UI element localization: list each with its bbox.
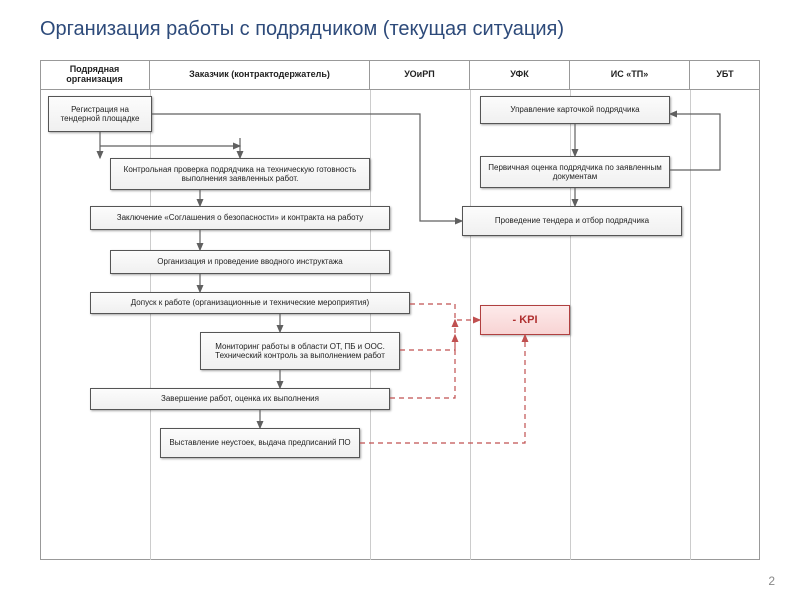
node-work-permit: Допуск к работе (организационные и техни… bbox=[90, 292, 410, 314]
node-induction: Организация и проведение вводного инстру… bbox=[110, 250, 390, 274]
node-monitoring: Мониторинг работы в области ОТ, ПБ и ООС… bbox=[200, 332, 400, 370]
node-penalties: Выставление неустоек, выдача предписаний… bbox=[160, 428, 360, 458]
node-tender: Проведение тендера и отбор подрядчика bbox=[462, 206, 682, 236]
page-title: Организация работы с подрядчиком (текуща… bbox=[40, 18, 564, 41]
col-head-contractor: Подрядная организация bbox=[40, 60, 150, 90]
col-head-ufk: УФК bbox=[470, 60, 570, 90]
page-number: 2 bbox=[768, 574, 775, 588]
col-head-customer: Заказчик (контрактодержатель) bbox=[150, 60, 370, 90]
col-head-istp: ИС «ТП» bbox=[570, 60, 690, 90]
node-card-management: Управление карточкой подрядчика bbox=[480, 96, 670, 124]
node-kpi: - KPI bbox=[480, 305, 570, 335]
node-completion: Завершение работ, оценка их выполнения bbox=[90, 388, 390, 410]
node-primary-assessment: Первичная оценка подрядчика по заявленны… bbox=[480, 156, 670, 188]
col-head-uoirp: УОиРП bbox=[370, 60, 470, 90]
node-technical-check: Контрольная проверка подрядчика на техни… bbox=[110, 158, 370, 190]
col-head-ubt: УБТ bbox=[690, 60, 760, 90]
node-safety-agreement: Заключение «Соглашения о безопасности» и… bbox=[90, 206, 390, 230]
node-registration: Регистрация на тендерной площадке bbox=[48, 96, 152, 132]
